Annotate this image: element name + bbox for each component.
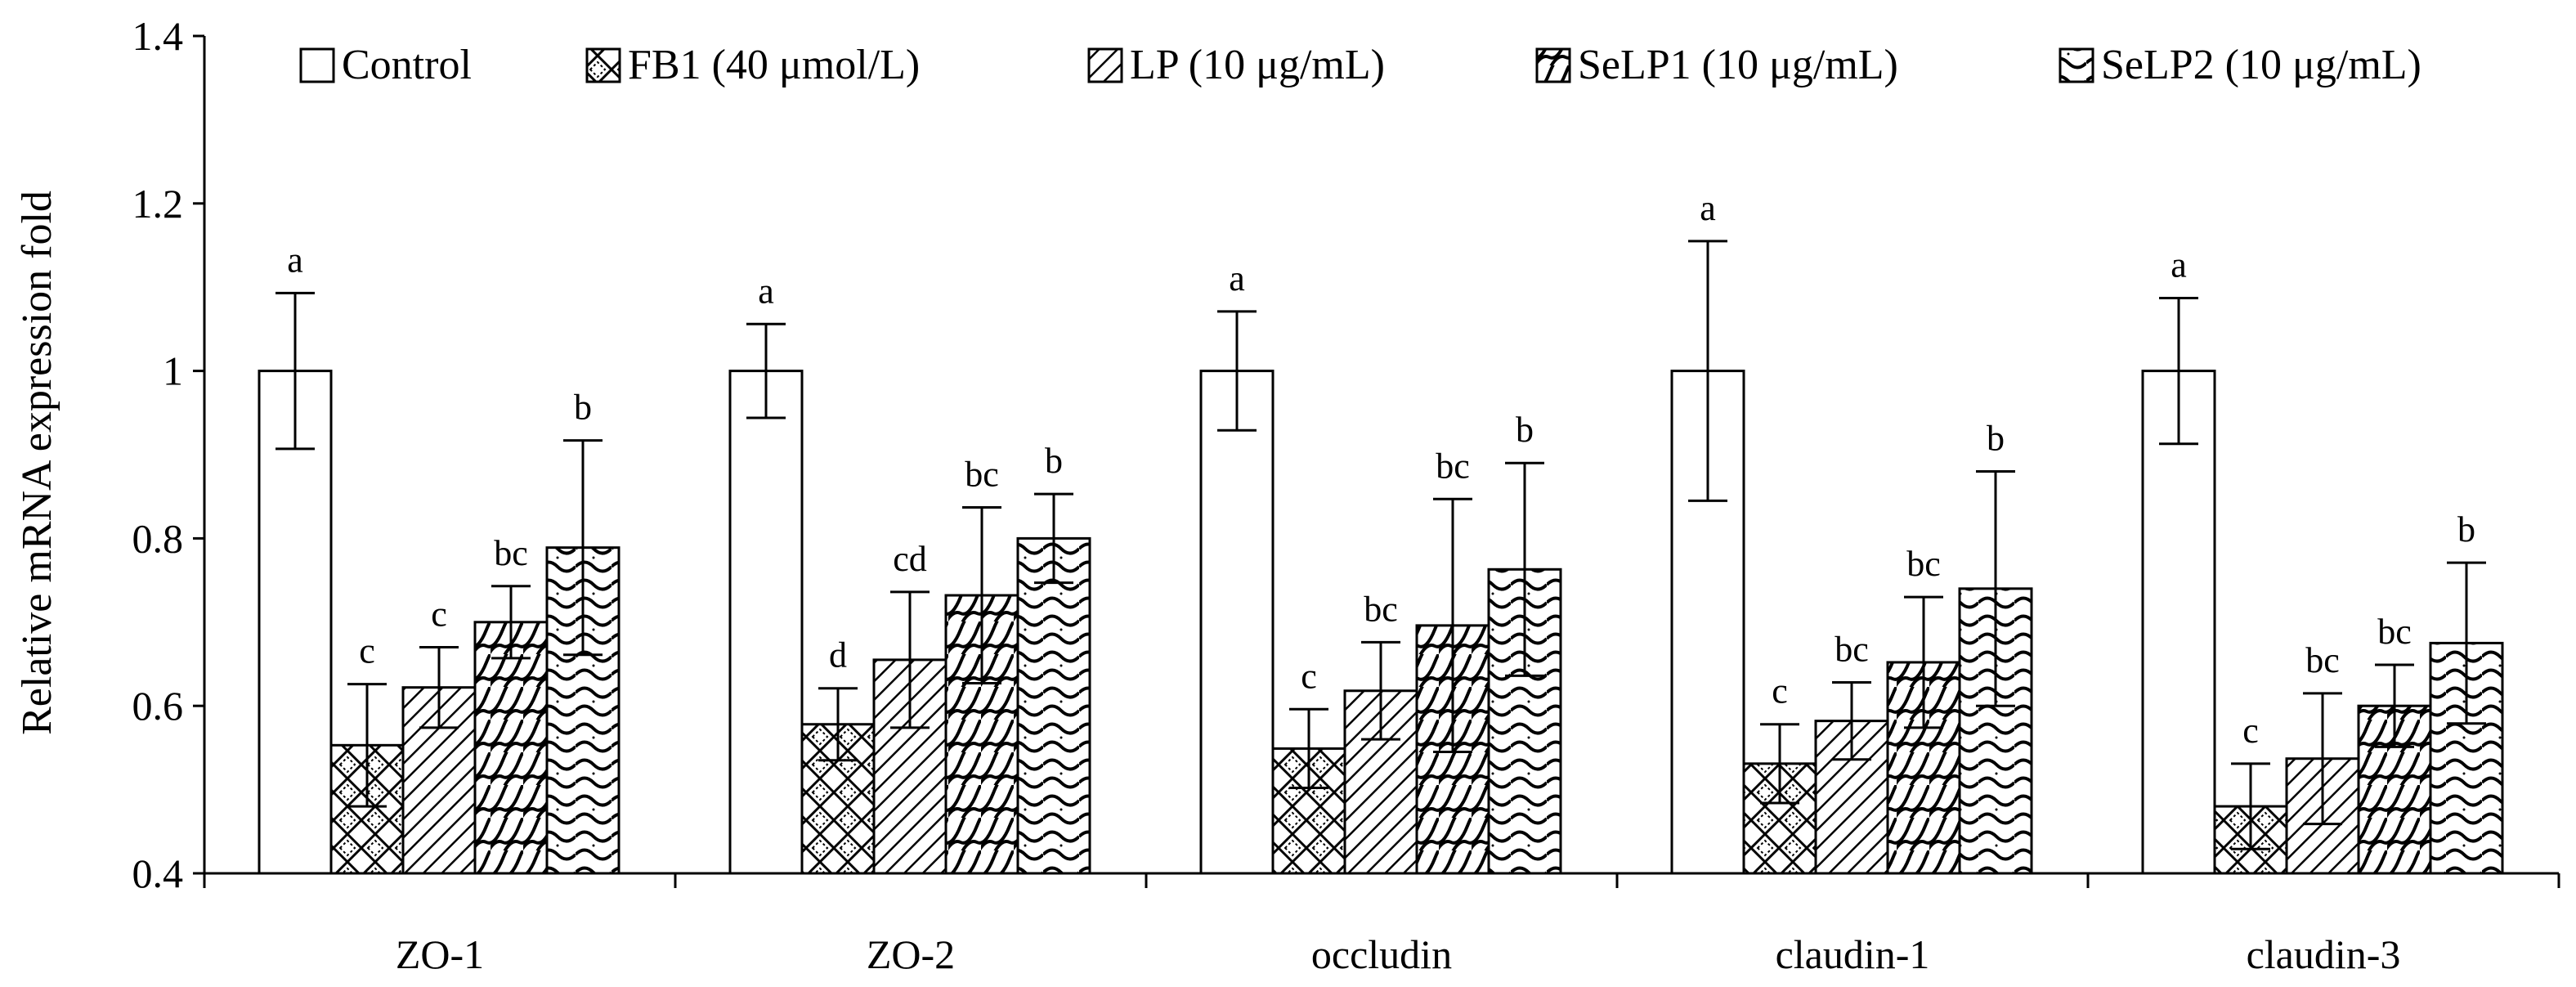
bar-control bbox=[1199, 370, 1275, 875]
significance-label: c bbox=[1301, 656, 1317, 696]
significance-label: bc bbox=[1364, 589, 1398, 629]
significance-label: a bbox=[1700, 188, 1716, 228]
y-tick-label: 1.4 bbox=[132, 13, 184, 59]
legend-swatch-selp2 bbox=[2059, 47, 2094, 83]
significance-label: b bbox=[1045, 441, 1063, 481]
legend-swatch-lp bbox=[1087, 47, 1123, 83]
significance-label: c bbox=[431, 594, 447, 635]
legend-label-selp2: SeLP2 (10 μg/mL) bbox=[2101, 42, 2421, 88]
significance-label: b bbox=[1987, 418, 2005, 458]
significance-label: c bbox=[2242, 711, 2259, 751]
y-tick-label: 1.2 bbox=[132, 181, 184, 227]
y-tick-label: 0.4 bbox=[132, 850, 184, 896]
significance-label: bc bbox=[494, 533, 528, 573]
legend: Control FB1 (40 μmol/L) LP (10 μg/mL) SeLP1… bbox=[299, 42, 2421, 88]
legend-label-fb1: FB1 (40 μmol/L) bbox=[628, 42, 920, 88]
significance-label: a bbox=[287, 240, 303, 280]
y-tick-label: 0.8 bbox=[132, 515, 184, 561]
significance-label: c bbox=[1772, 671, 1788, 711]
bar-selp2 bbox=[1016, 536, 1091, 875]
y-axis-title: Relative mRNA expression fold bbox=[14, 191, 60, 735]
category-label: occludin bbox=[1311, 931, 1452, 977]
significance-label: a bbox=[1229, 258, 1245, 298]
legend-swatch-fb1 bbox=[585, 47, 621, 83]
bar-control bbox=[258, 370, 333, 875]
bar-control bbox=[2141, 370, 2216, 875]
category-label: ZO-1 bbox=[396, 931, 484, 977]
legend-swatch-selp1 bbox=[1535, 47, 1571, 83]
significance-label: cd bbox=[893, 539, 927, 579]
significance-label: bc bbox=[1835, 630, 1869, 670]
significance-label: d bbox=[829, 635, 847, 675]
category-label: claudin-3 bbox=[2247, 931, 2401, 977]
significance-label: bc bbox=[2377, 612, 2412, 652]
significance-label: bc bbox=[1436, 446, 1470, 486]
y-tick-label: 1 bbox=[163, 348, 183, 394]
legend-label-control: Control bbox=[342, 42, 472, 88]
category-label: claudin-1 bbox=[1776, 931, 1930, 977]
significance-label: b bbox=[2457, 509, 2475, 550]
legend-label-lp: LP (10 μg/mL) bbox=[1130, 42, 1385, 88]
significance-label: c bbox=[359, 631, 375, 671]
bar-control bbox=[728, 370, 804, 875]
y-axis-ticks: 0.4 0.6 0.8 1 1.2 1.4 bbox=[132, 13, 204, 896]
bar-control bbox=[1670, 370, 1745, 875]
significance-label: a bbox=[2171, 245, 2187, 285]
y-tick-label: 0.6 bbox=[132, 683, 184, 729]
significance-label: a bbox=[758, 271, 774, 311]
bar-selp1 bbox=[473, 621, 549, 875]
significance-label: b bbox=[574, 388, 592, 428]
significance-label: b bbox=[1516, 410, 1534, 450]
significance-label: bc bbox=[1906, 544, 1941, 584]
category-label: ZO-2 bbox=[867, 931, 955, 977]
x-axis-ticks: ZO-1 ZO-2 occludin claudin-1 claudin-3 bbox=[203, 873, 2560, 977]
legend-swatch-control bbox=[299, 47, 335, 83]
legend-label-selp1: SeLP1 (10 μg/mL) bbox=[1578, 42, 1898, 88]
significance-label: bc bbox=[2305, 640, 2340, 680]
significance-label: bc bbox=[965, 455, 999, 495]
